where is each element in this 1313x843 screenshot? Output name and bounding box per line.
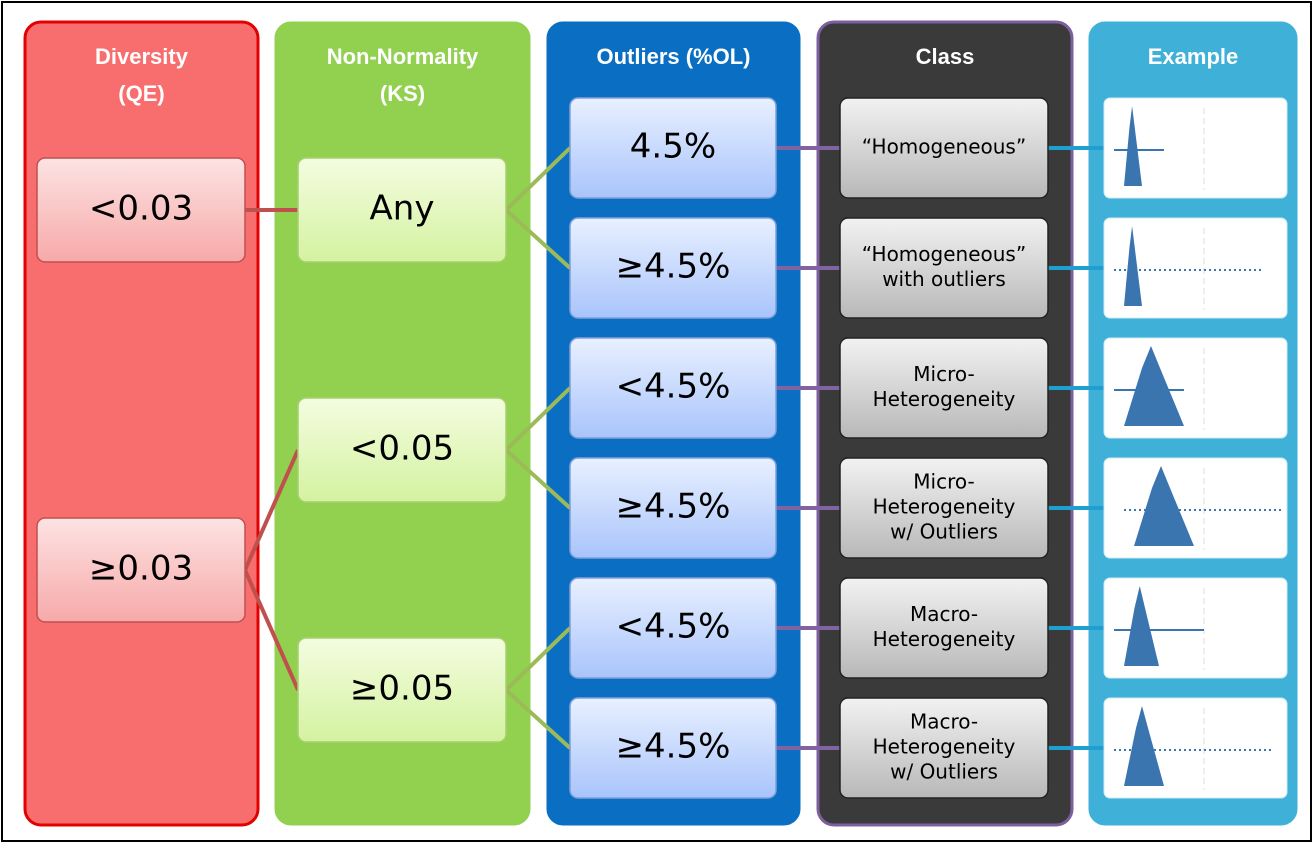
box xyxy=(297,157,507,263)
box xyxy=(36,517,246,623)
box xyxy=(569,337,777,439)
connector xyxy=(504,688,572,750)
connector xyxy=(504,626,572,692)
box-label: <0.05 xyxy=(350,429,454,469)
box-label: Macro- xyxy=(910,710,978,734)
box-label: w/ Outliers xyxy=(890,520,998,544)
box-label: Heterogeneity xyxy=(873,387,1016,411)
box-label: Heterogeneity xyxy=(873,627,1016,651)
box-label: w/ Outliers xyxy=(890,760,998,784)
box xyxy=(297,637,507,743)
column-header: Outliers (%OL) xyxy=(596,44,750,69)
box-label: ≥4.5% xyxy=(616,247,731,287)
box xyxy=(839,577,1049,679)
box-label: 4.5% xyxy=(630,127,716,167)
box xyxy=(839,457,1049,559)
box-label: ≥4.5% xyxy=(616,727,731,767)
box-label: “Homogeneous” xyxy=(862,242,1026,266)
box xyxy=(569,697,777,799)
box xyxy=(569,577,777,679)
example-hist xyxy=(1124,106,1142,186)
example-hist xyxy=(1124,346,1184,426)
example-hist xyxy=(1134,466,1194,546)
box-label: <0.03 xyxy=(89,189,193,229)
example-hist xyxy=(1124,586,1159,666)
example-box xyxy=(1103,97,1288,199)
box-label: Heterogeneity xyxy=(873,735,1016,759)
box-label: <4.5% xyxy=(616,607,731,647)
column-header: Class xyxy=(916,44,975,69)
column-header: Example xyxy=(1148,44,1239,69)
box xyxy=(839,97,1049,199)
box-label: ≥4.5% xyxy=(616,487,731,527)
box-label: Any xyxy=(370,189,435,229)
box-label: ≥0.03 xyxy=(89,549,193,589)
connector xyxy=(243,569,300,691)
box xyxy=(569,97,777,199)
connector xyxy=(243,449,300,571)
column-header: Non-Normality xyxy=(327,44,479,69)
box xyxy=(36,157,246,263)
connector xyxy=(504,386,572,452)
box-label: Macro- xyxy=(910,602,978,626)
box xyxy=(839,697,1049,799)
connector xyxy=(504,208,572,270)
example-box xyxy=(1103,457,1288,559)
box-label: “Homogeneous” xyxy=(862,135,1026,159)
box-label: with outliers xyxy=(882,267,1006,291)
box xyxy=(297,397,507,503)
box xyxy=(569,457,777,559)
box-label: <4.5% xyxy=(616,367,731,407)
box xyxy=(839,217,1049,319)
connector xyxy=(504,146,572,212)
connector xyxy=(504,448,572,510)
column xyxy=(23,20,260,827)
example-hist xyxy=(1124,706,1164,786)
box-label: Micro- xyxy=(913,362,974,386)
column-header: (QE) xyxy=(118,81,164,106)
example-box xyxy=(1103,217,1288,319)
box-label: ≥0.05 xyxy=(350,669,454,709)
column-header: (KS) xyxy=(380,81,425,106)
box-label: Micro- xyxy=(913,470,974,494)
column-header: Diversity xyxy=(95,44,189,69)
box xyxy=(569,217,777,319)
box-label: Heterogeneity xyxy=(873,495,1016,519)
example-hist xyxy=(1124,226,1142,306)
box xyxy=(839,337,1049,439)
